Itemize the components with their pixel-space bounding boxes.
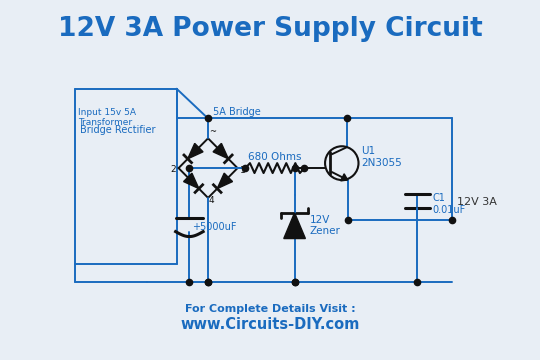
Text: 12V 3A Power Supply Circuit: 12V 3A Power Supply Circuit [58, 16, 482, 42]
Text: 4: 4 [209, 196, 215, 205]
Text: www.Circuits-DIY.com: www.Circuits-DIY.com [180, 318, 360, 332]
Polygon shape [184, 173, 199, 189]
Text: Bridge Rectifier: Bridge Rectifier [80, 125, 156, 135]
Text: +5000uF: +5000uF [192, 222, 237, 231]
Text: 2: 2 [170, 165, 176, 174]
Text: 1: 1 [240, 166, 245, 175]
Polygon shape [188, 143, 203, 159]
Polygon shape [341, 174, 348, 181]
Text: ~: ~ [209, 127, 216, 136]
Polygon shape [213, 143, 228, 159]
Text: U1
2N3055: U1 2N3055 [361, 147, 402, 168]
Text: 5A Bridge: 5A Bridge [213, 107, 261, 117]
Text: 12V 3A: 12V 3A [457, 197, 497, 207]
Polygon shape [284, 213, 306, 239]
Text: C1
0.01uF: C1 0.01uF [432, 193, 465, 215]
Polygon shape [217, 173, 233, 189]
Text: 12V
Zener: 12V Zener [309, 215, 340, 237]
Text: 680 Ohms: 680 Ohms [248, 152, 302, 162]
Text: Input 15v 5A
Transformer: Input 15v 5A Transformer [78, 108, 136, 127]
Text: For Complete Details Visit :: For Complete Details Visit : [185, 304, 355, 314]
